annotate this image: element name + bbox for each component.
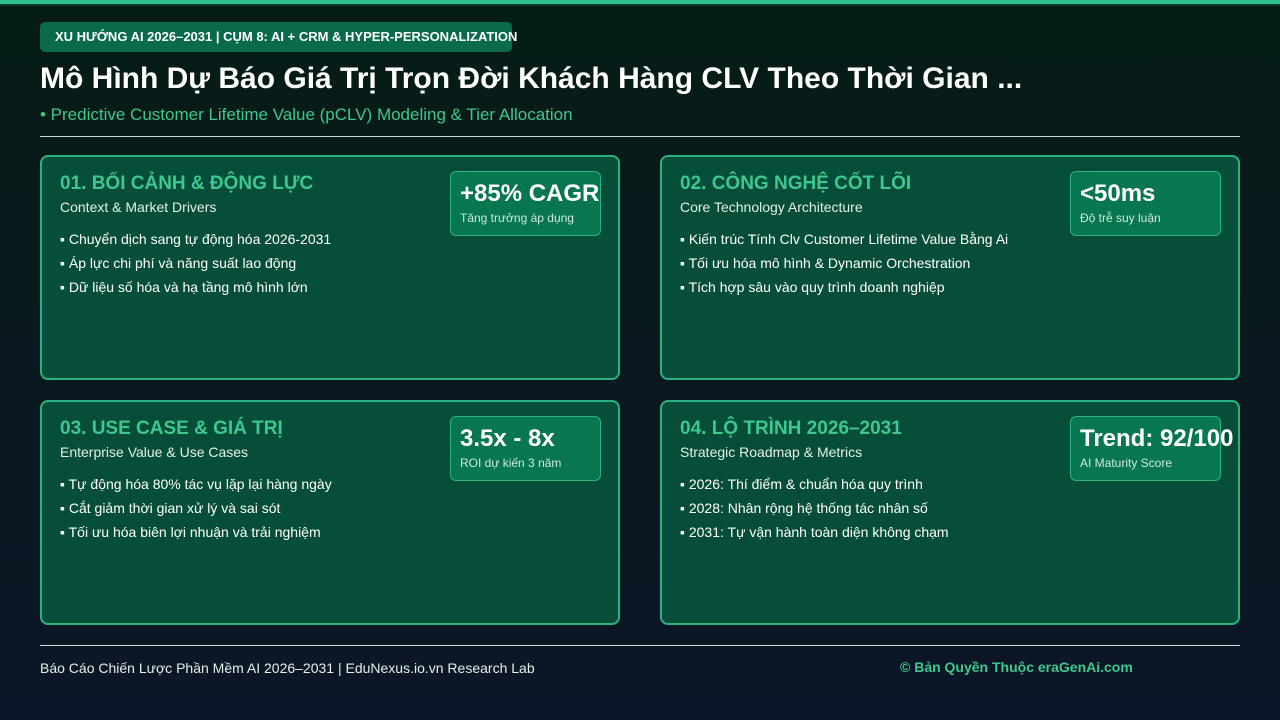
metric-value: 3.5x - 8x (460, 425, 555, 452)
metric-label: AI Maturity Score (1080, 456, 1173, 470)
bullet: ▪ 2028: Nhân rộng hệ thống tác nhân số (680, 500, 928, 516)
card-title: 03. USE CASE & GIÁ TRỊ (60, 418, 283, 439)
metric-label: ROI dự kiến 3 năm (460, 456, 562, 470)
bullet: ▪ Chuyển dịch sang tự động hóa 2026-2031 (60, 231, 332, 247)
bullet: ▪ Cắt giảm thời gian xử lý và sai sót (60, 500, 281, 516)
footer-right: © Bản Quyền Thuộc eraGenAi.com (900, 659, 1133, 675)
subtitle: • Predictive Customer Lifetime Value (pC… (40, 105, 573, 124)
divider (40, 136, 1240, 137)
bullet: ▪ 2026: Thí điểm & chuẩn hóa quy trình (680, 476, 923, 492)
metric-box: <50ms Độ trễ suy luận (1070, 171, 1221, 236)
footer-left: Báo Cáo Chiến Lược Phần Mềm AI 2026–2031… (40, 660, 535, 676)
card: 04. LỘ TRÌNH 2026–2031 Strategic Roadmap … (660, 400, 1240, 625)
bullet: ▪ Tối ưu hóa biên lợi nhuận và trải nghi… (60, 524, 321, 540)
bullet-list: ▪ Chuyển dịch sang tự động hóa 2026-2031… (60, 227, 331, 299)
bullet-list: ▪ Kiến trúc Tính Clv Customer Lifetime V… (680, 227, 1008, 299)
bullet: ▪ Áp lực chi phí và năng suất lao động (60, 255, 297, 271)
card-title: 02. CÔNG NGHỆ CỐT LÕI (680, 173, 912, 194)
metric-value: +85% CAGR (460, 180, 600, 207)
card-title: 01. BỐI CẢNH & ĐỘNG LỰC (60, 173, 314, 194)
bullet-list: ▪ 2026: Thí điểm & chuẩn hóa quy trình ▪ … (680, 472, 949, 544)
card-subtitle: Context & Market Drivers (60, 199, 217, 215)
card-subtitle: Strategic Roadmap & Metrics (680, 444, 863, 460)
bullet: ▪ Dữ liệu số hóa và hạ tầng mô hình lớn (60, 279, 308, 295)
bullet: ▪ Tự động hóa 80% tác vụ lặp lại hàng ng… (60, 476, 332, 492)
badge: XU HƯỚNG AI 2026–2031 | CỤM 8: AI + CRM … (40, 22, 517, 52)
metric-label: Độ trễ suy luận (1080, 211, 1161, 225)
bullet: ▪ Tích hợp sâu vào quy trình doanh nghiệ… (680, 279, 945, 295)
bullet: ▪ 2031: Tự vận hành toàn diện không chạm (680, 524, 949, 540)
metric-label: Tăng trưởng áp dụng (460, 211, 574, 225)
bullet-list: ▪ Tự động hóa 80% tác vụ lặp lại hàng ng… (60, 472, 332, 544)
card: 01. BỐI CẢNH & ĐỘNG LỰC Context & Market … (40, 155, 620, 380)
card-subtitle: Core Technology Architecture (680, 199, 863, 215)
bullet: ▪ Kiến trúc Tính Clv Customer Lifetime V… (680, 231, 1009, 247)
bullet: ▪ Tối ưu hóa mô hình & Dynamic Orchestra… (680, 255, 971, 271)
card-title: 04. LỘ TRÌNH 2026–2031 (680, 418, 902, 439)
card-subtitle: Enterprise Value & Use Cases (60, 444, 249, 460)
card: 03. USE CASE & GIÁ TRỊ Enterprise Value &… (40, 400, 620, 625)
card: 02. CÔNG NGHỆ CỐT LÕI Core Technology Arc… (660, 155, 1240, 380)
metric-box: Trend: 92/100 AI Maturity Score (1070, 416, 1233, 481)
divider (40, 645, 1240, 646)
top-bar (0, 0, 1280, 6)
metric-box: 3.5x - 8x ROI dự kiến 3 năm (450, 416, 601, 481)
metric-value: Trend: 92/100 (1080, 425, 1234, 452)
metric-box: +85% CAGR Tăng trưởng áp dụng (450, 171, 601, 236)
title: Mô Hình Dự Báo Giá Trị Trọn Đời Khách Hà… (40, 62, 1023, 95)
metric-value: <50ms (1080, 180, 1156, 207)
